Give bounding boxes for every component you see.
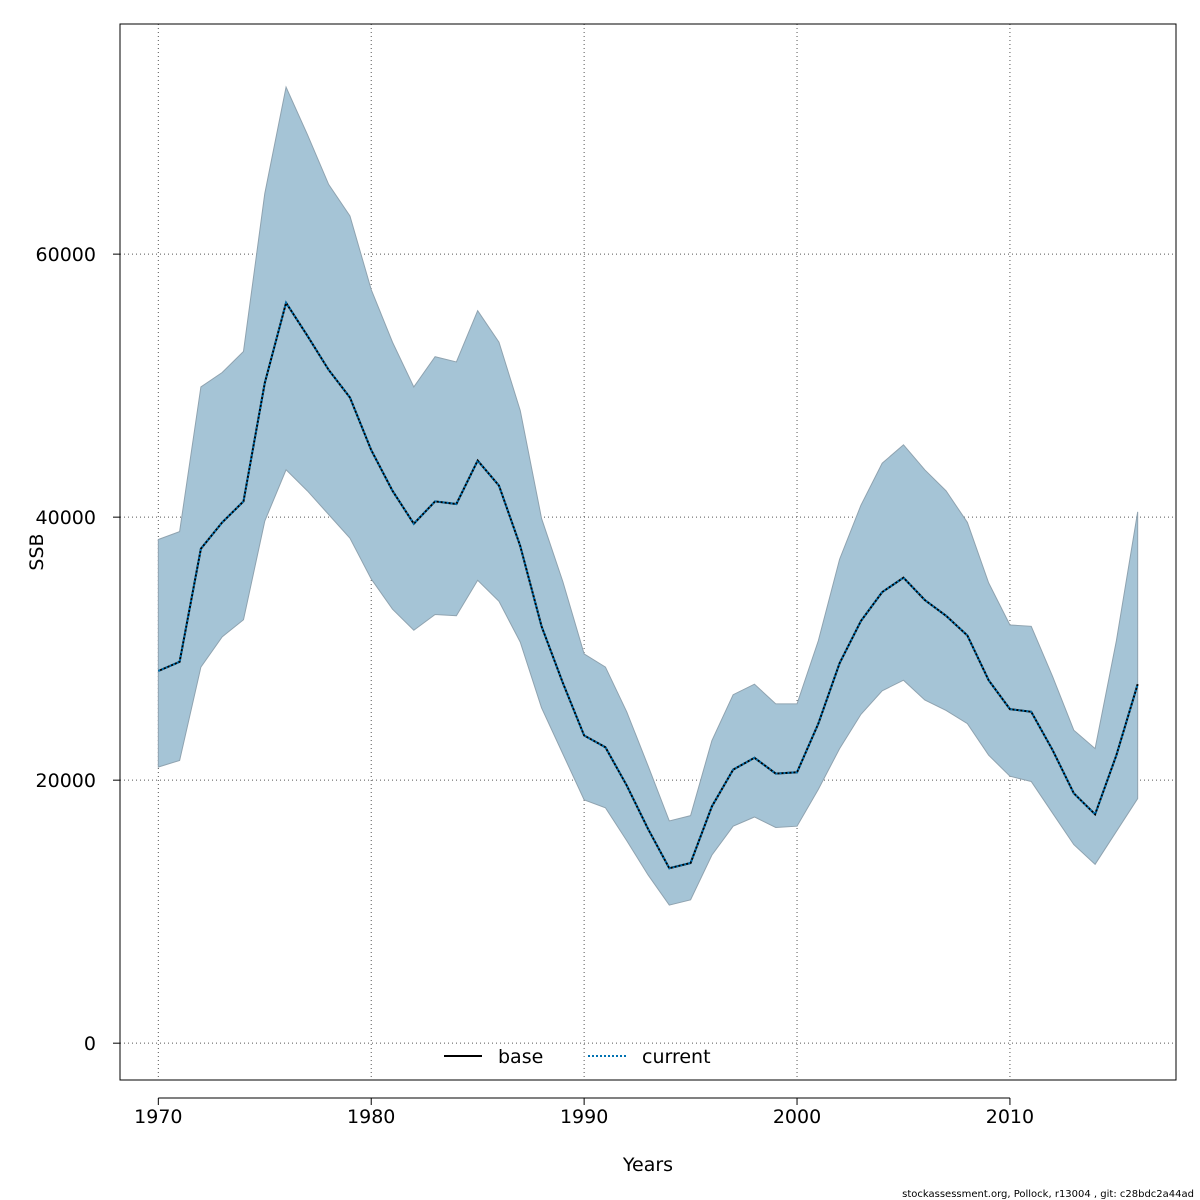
legend-base-label: base: [498, 1046, 543, 1068]
y-tick-label-20000: 20000: [36, 770, 96, 792]
y-tick-label-40000: 40000: [36, 507, 96, 529]
y-tick-label-60000: 60000: [36, 244, 96, 266]
y-tick-label-0: 0: [84, 1033, 96, 1055]
footer-note: stockassessment.org, Pollock, r13004 , g…: [902, 1189, 1194, 1200]
y-axis-title: SSB: [26, 533, 48, 570]
x-tick-label-1970: 1970: [134, 1106, 182, 1128]
legend-current-label: current: [642, 1046, 711, 1068]
x-tick-label-2010: 2010: [986, 1106, 1034, 1128]
y-axis: 0 20000 40000 60000: [36, 244, 121, 1055]
series-line-base: [157, 300, 1139, 870]
x-axis-title: Years: [622, 1154, 673, 1176]
confidence-band-group: [157, 85, 1139, 906]
legend: base current: [444, 1046, 711, 1068]
x-tick-label-1980: 1980: [347, 1106, 395, 1128]
x-axis: 1970 1980 1990 2000 2010: [134, 1097, 1034, 1128]
x-tick-label-2000: 2000: [773, 1106, 821, 1128]
x-tick-label-1990: 1990: [560, 1106, 608, 1128]
series-lines-group: [157, 300, 1139, 870]
confidence-band: [157, 85, 1139, 906]
